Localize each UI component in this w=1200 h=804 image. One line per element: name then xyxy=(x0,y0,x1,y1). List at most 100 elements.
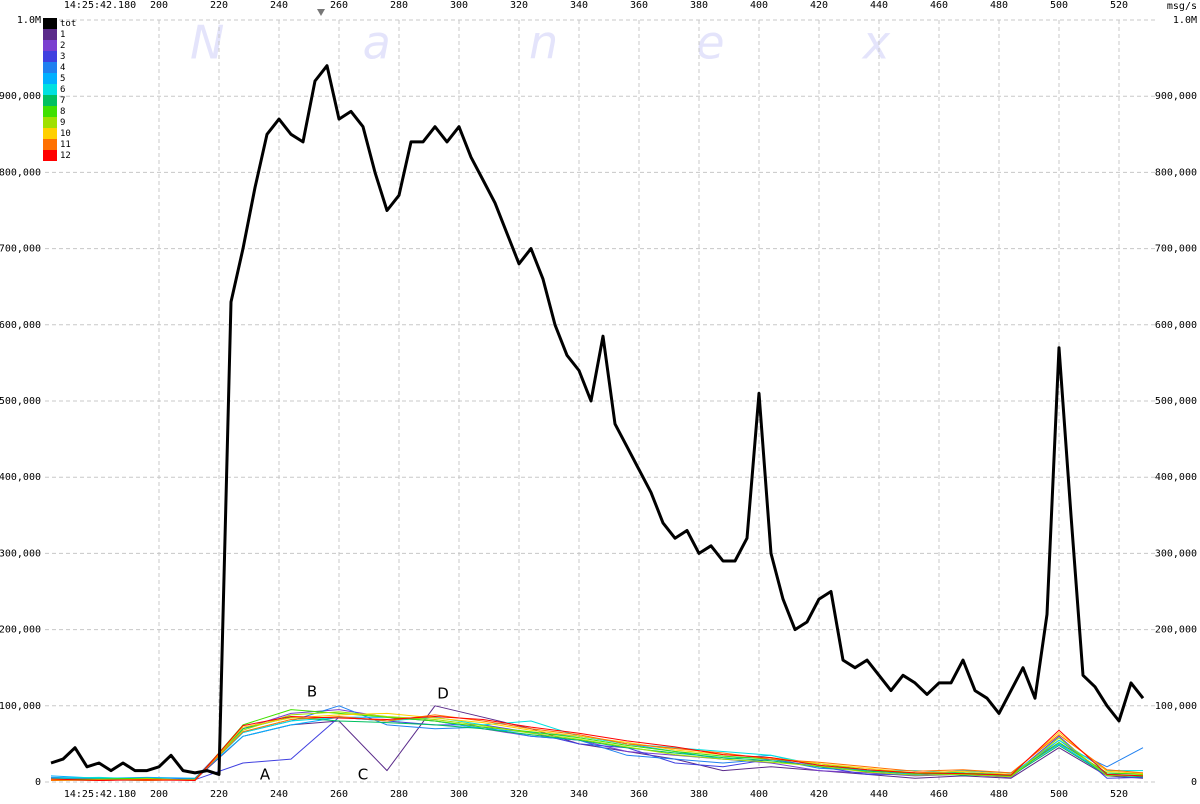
legend-label: 9 xyxy=(60,118,65,128)
y-tick-label: 100,000 xyxy=(0,701,41,712)
y2-tick-label: 600,000 xyxy=(1155,320,1197,331)
annotation: A xyxy=(260,766,271,784)
x-tick-label: 280 xyxy=(390,0,408,11)
legend-swatch xyxy=(43,128,57,139)
plot-lines xyxy=(50,64,1145,781)
y2-tick-label: 500,000 xyxy=(1155,396,1197,407)
y-tick-label: 800,000 xyxy=(0,167,41,178)
y-tick-label: 1.0M xyxy=(17,15,41,26)
x-tick-label: 340 xyxy=(570,0,588,11)
x-tick-label: 260 xyxy=(330,789,348,800)
x-tick-label: 400 xyxy=(750,789,768,800)
annotation: D xyxy=(437,685,449,703)
x-tick-label: 300 xyxy=(450,789,468,800)
legend-swatch xyxy=(43,73,57,84)
legend-swatch xyxy=(43,95,57,106)
y2-tick-label: 800,000 xyxy=(1155,167,1197,178)
legend-label: 10 xyxy=(60,129,71,139)
y2-tick-label: 100,000 xyxy=(1155,701,1197,712)
legend-swatch xyxy=(43,51,57,62)
x-tick-label: 500 xyxy=(1050,0,1068,11)
legend-swatch xyxy=(43,139,57,150)
unit-label: msg/s xyxy=(1167,1,1197,12)
x-tick-label: 280 xyxy=(390,789,408,800)
y2-tick-label: 900,000 xyxy=(1155,91,1197,102)
grid xyxy=(45,19,1155,783)
series-line xyxy=(50,716,1144,781)
x-tick-label: 500 xyxy=(1050,789,1068,800)
y-tick-label: 700,000 xyxy=(0,244,41,255)
series-line xyxy=(50,64,1145,776)
x-tick-label: 360 xyxy=(630,789,648,800)
watermark-group: N a n e x xyxy=(190,16,891,70)
y2-tick-label: 700,000 xyxy=(1155,244,1197,255)
series-line xyxy=(50,711,1144,781)
y2-tick-label: 300,000 xyxy=(1155,548,1197,559)
legend-label: 2 xyxy=(60,41,65,51)
legend-swatch xyxy=(43,29,57,40)
x-tick-label: 420 xyxy=(810,789,828,800)
legend-swatch xyxy=(43,18,57,29)
watermark: N a n e x xyxy=(190,16,891,70)
legend-label: 12 xyxy=(60,151,71,161)
y-tick-label: 200,000 xyxy=(0,625,41,636)
x-tick-label: 320 xyxy=(510,789,528,800)
y-tick-label: 300,000 xyxy=(0,548,41,559)
x-tick-label: 260 xyxy=(330,0,348,11)
x-tick-label: 240 xyxy=(270,789,288,800)
series-line xyxy=(50,714,1144,781)
y2-tick-label: 1.0M xyxy=(1173,15,1197,26)
x-tick-label: 480 xyxy=(990,789,1008,800)
y-tick-label: 400,000 xyxy=(0,472,41,483)
y2-tick-label: 200,000 xyxy=(1155,625,1197,636)
x-tick-label: 440 xyxy=(870,789,888,800)
legend-swatch xyxy=(43,62,57,73)
x-tick-label: 340 xyxy=(570,789,588,800)
annotation: B xyxy=(307,683,317,701)
x-tick-label: 320 xyxy=(510,0,528,11)
x-tick-label: 400 xyxy=(750,0,768,11)
legend-label: tot xyxy=(60,19,76,29)
legend-label: 1 xyxy=(60,30,65,40)
legend-label: 3 xyxy=(60,52,65,62)
y-tick-label: 0 xyxy=(35,777,41,788)
legend-swatch xyxy=(43,150,57,161)
y2-tick-label: 0 xyxy=(1191,777,1197,788)
legend-label: 11 xyxy=(60,140,71,150)
x-tick-label: 520 xyxy=(1110,0,1128,11)
y2-tick-label: 400,000 xyxy=(1155,472,1197,483)
x-tick-label: 460 xyxy=(930,789,948,800)
x-tick-label: 360 xyxy=(630,0,648,11)
x-tick-label: 380 xyxy=(690,0,708,11)
y-tick-label: 600,000 xyxy=(0,320,41,331)
x-tick-label: 480 xyxy=(990,0,1008,11)
x-tick-label: 460 xyxy=(930,0,948,11)
legend-label: 8 xyxy=(60,107,65,117)
x-tick-label: 440 xyxy=(870,0,888,11)
legend-swatch xyxy=(43,40,57,51)
y-tick-label: 500,000 xyxy=(0,396,41,407)
time-label-top: 14:25:42.180 xyxy=(64,0,136,11)
legend-label: 5 xyxy=(60,74,65,84)
time-label-bottom: 14:25:42.180 xyxy=(64,789,136,800)
x-tick-label: 420 xyxy=(810,0,828,11)
x-tick-label: 200 xyxy=(150,789,168,800)
x-tick-label: 240 xyxy=(270,0,288,11)
x-tick-label: 220 xyxy=(210,0,228,11)
legend-swatch xyxy=(43,84,57,95)
legend-label: 7 xyxy=(60,96,65,106)
annotation: C xyxy=(358,766,368,784)
x-tick-label: 520 xyxy=(1110,789,1128,800)
legend-label: 4 xyxy=(60,63,65,73)
x-tick-label: 220 xyxy=(210,789,228,800)
legend-swatch xyxy=(43,117,57,128)
x-tick-label: 380 xyxy=(690,789,708,800)
x-tick-label: 200 xyxy=(150,0,168,11)
x-tick-label: 300 xyxy=(450,0,468,11)
legend-label: 6 xyxy=(60,85,65,95)
